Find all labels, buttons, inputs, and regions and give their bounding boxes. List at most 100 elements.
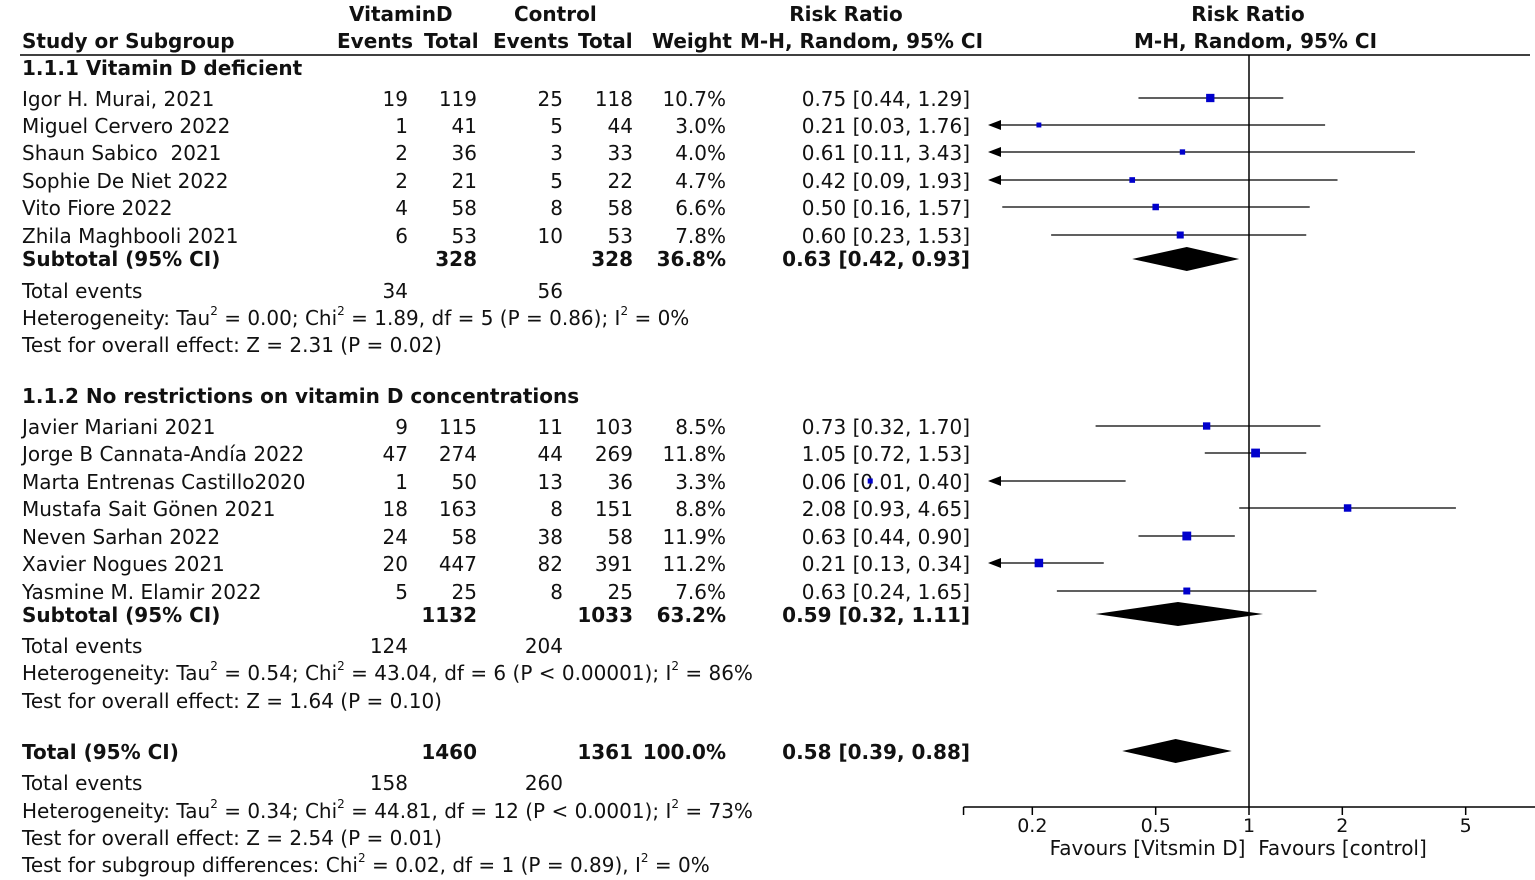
total1: 447 xyxy=(438,552,477,576)
heterogeneity-text: Heterogeneity: Tau2 = 0.00; Chi2 = 1.89,… xyxy=(22,304,690,330)
grand-weight: 100.0% xyxy=(642,740,726,764)
subgroup-differences-text: Test for subgroup differences: Chi2 = 0.… xyxy=(22,851,710,877)
total-events2: 56 xyxy=(537,279,563,303)
weight: 11.9% xyxy=(662,525,726,549)
group1-header: VitaminD xyxy=(349,2,453,26)
point-estimate-marker xyxy=(1034,558,1044,568)
events1: 2 xyxy=(395,169,408,193)
risk-ratio-ci: 0.75 [0.44, 1.29] xyxy=(801,87,970,111)
risk-ratio-ci: 0.06 [0.01, 0.40] xyxy=(801,470,970,494)
ci-arrow xyxy=(988,147,1001,157)
total1: 50 xyxy=(451,470,477,494)
point-estimate-marker xyxy=(1343,504,1352,512)
events1: 4 xyxy=(395,196,408,220)
study-name: Neven Sarhan 2022 xyxy=(22,525,221,549)
events1: 1 xyxy=(395,114,408,138)
weight: 11.8% xyxy=(662,442,726,466)
point-estimate-marker xyxy=(867,478,873,484)
events2: 5 xyxy=(550,114,563,138)
events2: 8 xyxy=(550,196,563,220)
total1: 53 xyxy=(451,224,477,248)
events2: 44 xyxy=(537,442,563,466)
subtotal-total2: 328 xyxy=(591,247,633,271)
events1: 5 xyxy=(395,580,408,604)
study-name: Sophie De Niet 2022 xyxy=(22,169,229,193)
events2: 5 xyxy=(550,169,563,193)
x-tick-label: 1 xyxy=(1243,815,1255,837)
summary-diamond xyxy=(1122,739,1232,763)
total1: 21 xyxy=(451,169,477,193)
favours-left-label: Favours [Vitsmin D] xyxy=(1049,836,1246,860)
summary-diamond xyxy=(1095,602,1264,626)
point-estimate-marker xyxy=(1206,93,1215,103)
risk-ratio-ci: 0.42 [0.09, 1.93] xyxy=(801,169,970,193)
x-tick-label: 0.5 xyxy=(1141,815,1171,837)
subgroup-title: 1.1.1 Vitamin D deficient xyxy=(22,56,303,80)
total1: 41 xyxy=(451,114,477,138)
total-events1: 158 xyxy=(369,771,408,795)
events2: 10 xyxy=(537,224,563,248)
study-name: Marta Entrenas Castillo2020 xyxy=(22,470,306,494)
study-name: Jorge B Cannata-Andía 2022 xyxy=(22,442,305,466)
weight: 10.7% xyxy=(662,87,726,111)
total2: 151 xyxy=(594,497,633,521)
summary-diamond xyxy=(1132,247,1240,271)
events2: 13 xyxy=(537,470,563,494)
total-label: Total (95% CI) xyxy=(22,740,179,764)
heterogeneity-text: Heterogeneity: Tau2 = 0.34; Chi2 = 44.81… xyxy=(22,797,753,823)
weight: 8.5% xyxy=(675,415,726,439)
events1-header: Events xyxy=(337,29,413,53)
risk-ratio-ci: 0.50 [0.16, 1.57] xyxy=(801,196,970,220)
total2: 33 xyxy=(607,141,633,165)
heterogeneity-text: Heterogeneity: Tau2 = 0.54; Chi2 = 43.04… xyxy=(22,659,753,685)
subtotal-total1: 328 xyxy=(435,247,477,271)
study-name: Javier Mariani 2021 xyxy=(22,415,216,439)
grand-total1: 1460 xyxy=(421,740,477,764)
total2: 391 xyxy=(594,552,633,576)
subtotal-total1: 1132 xyxy=(421,603,477,627)
total2: 36 xyxy=(607,470,633,494)
events1: 24 xyxy=(382,525,408,549)
weight: 11.2% xyxy=(662,552,726,576)
study-name: Mustafa Sait Gönen 2021 xyxy=(22,497,276,521)
rr-plot-method: M-H, Random, 95% CI xyxy=(1134,29,1378,53)
point-estimate-marker xyxy=(1202,422,1211,430)
overall-effect-text: Test for overall effect: Z = 2.31 (P = 0… xyxy=(22,333,442,357)
point-estimate-marker xyxy=(1176,231,1184,239)
total1: 163 xyxy=(438,497,477,521)
risk-ratio-ci: 0.63 [0.44, 0.90] xyxy=(801,525,970,549)
point-estimate-marker xyxy=(1183,587,1191,595)
events2: 8 xyxy=(550,580,563,604)
x-tick-label: 5 xyxy=(1460,815,1472,837)
total-events1: 124 xyxy=(369,634,408,658)
risk-ratio-ci: 1.05 [0.72, 1.53] xyxy=(801,442,970,466)
weight: 4.7% xyxy=(675,169,726,193)
events2-header: Events xyxy=(493,29,569,53)
rr-table-title: Risk Ratio xyxy=(789,2,903,26)
total-events-label: Total events xyxy=(22,634,143,658)
risk-ratio-ci: 0.21 [0.13, 0.34] xyxy=(801,552,970,576)
rr-plot-title: Risk Ratio xyxy=(1191,2,1305,26)
point-estimate-marker xyxy=(1129,177,1136,183)
events1: 1 xyxy=(395,470,408,494)
total-events2: 204 xyxy=(524,634,563,658)
weight: 4.0% xyxy=(675,141,726,165)
point-estimate-marker xyxy=(1179,149,1186,155)
total1: 36 xyxy=(451,141,477,165)
total1-header: Total xyxy=(424,29,479,53)
point-estimate-marker xyxy=(1251,448,1260,458)
risk-ratio-ci: 0.63 [0.24, 1.65] xyxy=(801,580,970,604)
risk-ratio-ci: 0.21 [0.03, 1.76] xyxy=(801,114,970,138)
total1: 58 xyxy=(451,196,477,220)
point-estimate-marker xyxy=(1152,203,1159,211)
subtotal-label: Subtotal (95% CI) xyxy=(22,603,221,627)
risk-ratio-ci: 0.60 [0.23, 1.53] xyxy=(801,224,970,248)
events1: 2 xyxy=(395,141,408,165)
total1: 115 xyxy=(438,415,477,439)
subtotal-weight: 36.8% xyxy=(656,247,726,271)
events1: 19 xyxy=(382,87,408,111)
ci-arrow xyxy=(988,476,1001,486)
events2: 11 xyxy=(537,415,563,439)
events2: 38 xyxy=(537,525,563,549)
total1: 119 xyxy=(438,87,477,111)
